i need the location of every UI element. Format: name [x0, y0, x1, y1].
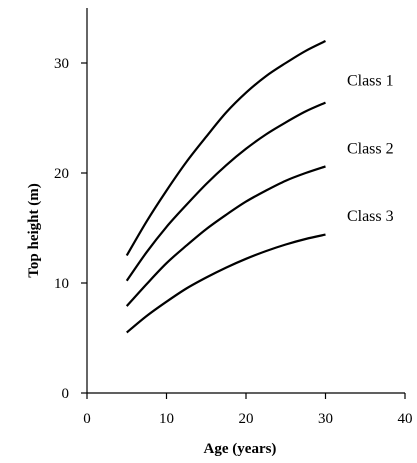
series-line-4 — [126, 233, 326, 334]
y-tick-label: 30 — [54, 56, 69, 72]
y-tick-label: 10 — [54, 276, 69, 292]
class-label-3: Class 3 — [347, 208, 394, 225]
class-label-2: Class 2 — [347, 141, 394, 158]
x-tick-label: 10 — [159, 411, 174, 427]
x-tick-label: 20 — [239, 411, 254, 427]
x-tick-label: 0 — [83, 411, 91, 427]
x-axis-title: Age (years) — [204, 441, 277, 457]
series-group — [125, 40, 326, 334]
class-label-1: Class 1 — [347, 73, 394, 90]
series-line-1 — [125, 40, 326, 257]
y-axis-title: Top height (m) — [26, 183, 42, 277]
series-line-3 — [125, 165, 326, 307]
series-line-2 — [125, 101, 326, 282]
y-tick-label: 20 — [54, 166, 69, 182]
y-tick-label: 0 — [62, 386, 70, 402]
x-tick-label: 30 — [318, 411, 333, 427]
x-tick-label: 40 — [398, 411, 413, 427]
axes: 0 10 20 30 40 0 10 20 30 — [54, 8, 413, 427]
labels-group: Age (years) Top height (m) Class 1 Class 2 C… — [26, 73, 394, 458]
